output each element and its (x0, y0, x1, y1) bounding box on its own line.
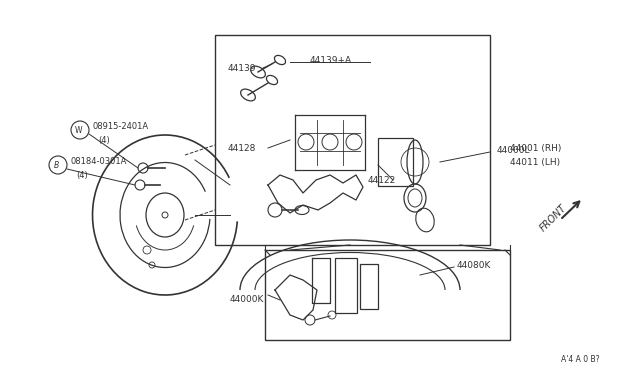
Text: W: W (74, 125, 82, 135)
Text: FRONT: FRONT (538, 203, 568, 233)
Text: 44001 (RH): 44001 (RH) (510, 144, 561, 153)
Text: (4): (4) (76, 170, 88, 180)
Bar (360, 264, 378, 309)
Text: 44139+A: 44139+A (310, 55, 352, 64)
Text: 44128: 44128 (228, 144, 257, 153)
Text: 44122: 44122 (368, 176, 396, 185)
Text: B: B (53, 160, 59, 170)
Text: 44011 (LH): 44011 (LH) (510, 157, 560, 167)
Text: A'4 A 0 B?: A'4 A 0 B? (561, 355, 600, 364)
Text: 44139: 44139 (228, 64, 257, 73)
Text: 08184-0301A: 08184-0301A (70, 157, 126, 166)
Bar (215, 35, 490, 245)
Text: 08915-2401A: 08915-2401A (92, 122, 148, 131)
Bar (378, 138, 413, 186)
Text: 44000L: 44000L (497, 145, 531, 154)
Bar (265, 250, 510, 340)
Text: (4): (4) (98, 135, 109, 144)
Text: 44080K: 44080K (457, 260, 492, 269)
Text: 44000K: 44000K (230, 295, 264, 305)
Bar (335, 258, 357, 313)
